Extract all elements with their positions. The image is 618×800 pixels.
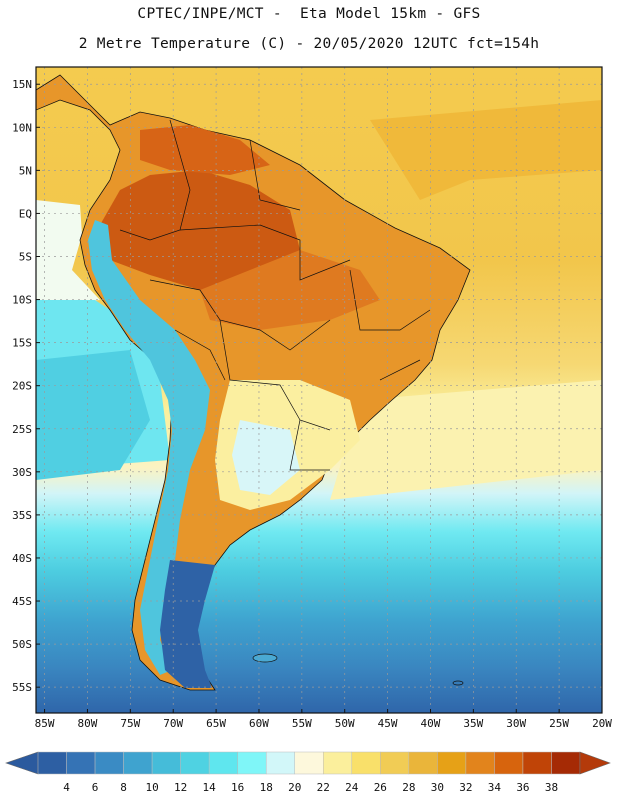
atlantic-warm-band <box>370 100 602 200</box>
lon-tick-label: 80W <box>78 717 98 730</box>
lon-tick-label: 75W <box>120 717 140 730</box>
lon-tick-label: 30W <box>506 717 526 730</box>
lat-tick-label: 55S <box>12 681 32 694</box>
amazon-orange <box>200 250 380 330</box>
lat-tick-label: 15S <box>12 337 32 350</box>
graticule <box>36 67 603 713</box>
colorbar-label: 18 <box>260 781 273 794</box>
lat-tick-label: EQ <box>19 207 32 220</box>
colorbar-cell <box>66 751 96 775</box>
colorbar-cell <box>294 751 324 775</box>
amazon-hot-core <box>100 170 300 290</box>
colorbar-label: 16 <box>231 781 244 794</box>
colorbar-cell <box>265 751 295 775</box>
map-title: CPTEC/INPE/MCT - Eta Model 15km - GFS <box>137 6 481 22</box>
lat-tick-label: 50S <box>12 638 32 651</box>
colorbar-cell <box>437 751 467 775</box>
lat-tick-label: 15N <box>12 78 32 91</box>
colorbar-label: 38 <box>545 781 558 794</box>
colorbar-label: 26 <box>374 781 387 794</box>
colorbar-cell <box>551 751 581 775</box>
colorbar-label: 8 <box>120 781 127 794</box>
lon-tick-label: 40W <box>421 717 441 730</box>
lat-tick-label: 20S <box>12 380 32 393</box>
lon-tick-label: 35W <box>463 717 483 730</box>
colorbar-label: 22 <box>317 781 330 794</box>
lon-tick-label: 25W <box>549 717 569 730</box>
map-subtitle: 2 Metre Temperature (C) - 20/05/2020 12U… <box>78 36 540 52</box>
pacific-cyan-inner <box>36 350 150 480</box>
lat-tick-label: 30S <box>12 466 32 479</box>
central-pale <box>232 420 300 495</box>
colorbar-cell <box>380 751 410 775</box>
colorbar-label: 30 <box>431 781 444 794</box>
falkland-islands <box>252 653 278 663</box>
lat-tick-label: 45S <box>12 595 32 608</box>
lat-tick-label: 5S <box>19 250 32 263</box>
map-frame <box>35 66 603 714</box>
colorbar-cell <box>408 751 438 775</box>
lat-tick-label: 35S <box>12 509 32 522</box>
colorbar-cell <box>323 751 353 775</box>
colorbar-cell <box>208 751 238 775</box>
lat-tick-label: 10N <box>12 121 32 134</box>
south-georgia <box>452 680 464 686</box>
colorbar-cell <box>37 751 67 775</box>
lat-tick-label: 5N <box>19 164 32 177</box>
colorbar-cell <box>151 751 181 775</box>
temperature-map: 15N 10N 5N EQ 5S 10S 15S 20S 25S 30S 35S 40S 45S 50S 5… <box>12 66 612 730</box>
colorbar-high-cap <box>579 751 611 775</box>
patagonia-cold <box>160 560 215 688</box>
lon-tick-label: 85W <box>35 717 55 730</box>
latitude-labels: 15N 10N 5N EQ 5S 10S 15S 20S 25S 30S 35S 40S 45S 50S 5… <box>12 78 40 694</box>
colorbar-label: 24 <box>345 781 359 794</box>
colorbar-label: 4 <box>63 781 70 794</box>
colorbar-label: 12 <box>174 781 187 794</box>
colorbar-cell <box>180 751 210 775</box>
colorbar-cell <box>237 751 267 775</box>
venezuela-hot <box>140 125 270 175</box>
lat-tick-label: 40S <box>12 552 32 565</box>
atlantic-pale-band <box>330 380 602 500</box>
colorbar-cell <box>465 751 495 775</box>
country-borders <box>119 119 431 471</box>
lon-tick-label: 20W <box>592 717 612 730</box>
lon-tick-label: 65W <box>206 717 226 730</box>
colorbar-label: 28 <box>402 781 415 794</box>
longitude-labels: 85W 80W 75W 70W 65W 60W 55W 50W 45W 40W 35W 30W 25W 2… <box>35 709 612 730</box>
lon-tick-label: 45W <box>378 717 398 730</box>
colorbar-label: 6 <box>92 781 99 794</box>
lon-tick-label: 60W <box>249 717 269 730</box>
lat-tick-label: 10S <box>12 294 32 307</box>
lat-tick-label: 25S <box>12 423 32 436</box>
lon-tick-label: 50W <box>335 717 355 730</box>
colorbar-label: 32 <box>459 781 472 794</box>
colorbar-cell <box>494 751 524 775</box>
colorbar-label: 36 <box>516 781 529 794</box>
colorbar-label: 14 <box>203 781 217 794</box>
colorbar-cell <box>522 751 552 775</box>
colorbar: 4 6 8 10 12 14 16 18 20 22 24 26 28 30 32 34 36 38 <box>5 751 611 794</box>
colorbar-label: 20 <box>288 781 301 794</box>
lon-tick-label: 70W <box>163 717 183 730</box>
colorbar-label: 10 <box>145 781 158 794</box>
lon-tick-label: 55W <box>292 717 312 730</box>
colorbar-low-cap <box>5 751 39 775</box>
colorbar-cell <box>123 751 153 775</box>
andes-cold <box>88 220 210 675</box>
colorbar-label: 34 <box>488 781 502 794</box>
pacific-cool-region <box>36 200 100 305</box>
colorbar-cell <box>94 751 124 775</box>
colorbar-cell <box>351 751 381 775</box>
